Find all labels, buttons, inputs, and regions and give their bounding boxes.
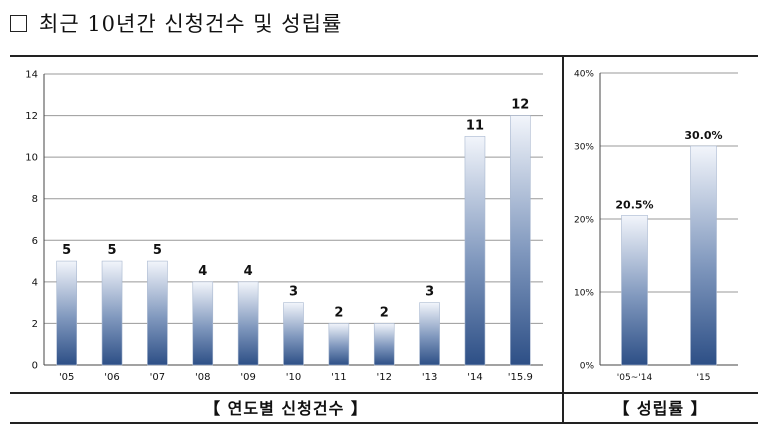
x-tick-label: '10	[286, 372, 301, 383]
x-tick-label: '05~'14	[617, 373, 653, 383]
data-label: 20.5%	[615, 198, 653, 211]
data-label: 2	[380, 305, 389, 320]
data-label: 3	[425, 285, 434, 300]
x-tick-label: '08	[195, 372, 210, 383]
establishment-rate-chart: 0% 10% 20% 30% 40% 20.5% '05~'14 30.0% '15	[574, 70, 738, 383]
data-label: 2	[334, 305, 343, 320]
top-rule	[10, 55, 758, 57]
y-tick-label: 10	[25, 153, 38, 164]
checkbox-square-icon	[10, 14, 27, 32]
y-tick-label: 40%	[574, 70, 594, 80]
data-label: 4	[198, 264, 207, 279]
x-tick-label: '15	[697, 373, 711, 383]
page-title: 최근 10년간 신청건수 및 성립률	[39, 12, 343, 36]
bar	[56, 260, 77, 366]
bar	[464, 136, 486, 366]
applications-by-year-chart: 0 2 4 6 8 10 12 14 5 '05 5 '06 5 '07 4 '08 4 '09 3 '10 2 '11 2…	[25, 70, 543, 383]
y-tick-label: 0%	[580, 362, 595, 372]
bar	[283, 302, 304, 366]
data-label: 5	[62, 243, 71, 258]
bar	[373, 323, 395, 366]
left-caption: 【 연도별 신청건수 】	[204, 399, 368, 418]
bar	[419, 302, 440, 366]
data-label: 30.0%	[684, 129, 722, 142]
y-tick-label: 0	[32, 361, 38, 372]
bottom-rule	[10, 422, 758, 424]
bar	[101, 260, 123, 366]
y-tick-label: 6	[32, 236, 38, 247]
y-tick-label: 2	[32, 319, 38, 330]
y-tick-label: 4	[32, 277, 38, 288]
x-tick-label: '12	[376, 372, 391, 383]
caption-top-rule	[10, 392, 758, 394]
bar	[147, 260, 168, 366]
data-label: 11	[466, 118, 484, 133]
data-label: 3	[289, 285, 298, 300]
data-label: 12	[511, 98, 529, 113]
bar	[510, 115, 531, 366]
y-tick-label: 20%	[574, 216, 594, 226]
bar	[621, 215, 648, 366]
x-tick-label: '05	[59, 372, 74, 383]
x-tick-label: '13	[422, 372, 437, 383]
bar	[192, 281, 214, 366]
y-tick-label: 10%	[574, 289, 594, 299]
y-tick-label: 30%	[574, 143, 594, 153]
x-tick-label: '09	[240, 372, 255, 383]
y-tick-label: 8	[32, 194, 38, 205]
x-tick-label: '06	[104, 372, 119, 383]
x-tick-label: '15.9	[508, 372, 533, 383]
bar	[690, 145, 717, 366]
x-tick-label: '07	[150, 372, 165, 383]
bar	[328, 323, 350, 366]
data-label: 5	[153, 243, 162, 258]
y-tick-label: 12	[25, 111, 38, 122]
x-tick-label: '11	[331, 372, 346, 383]
right-caption: 【 성립률 】	[613, 399, 708, 418]
x-tick-label: '14	[467, 372, 482, 383]
data-label: 5	[108, 243, 117, 258]
bar	[237, 281, 259, 366]
panel-divider	[562, 55, 564, 423]
page-heading: 최근 10년간 신청건수 및 성립률	[10, 6, 342, 40]
data-label: 4	[244, 264, 253, 279]
y-tick-label: 14	[25, 70, 38, 81]
